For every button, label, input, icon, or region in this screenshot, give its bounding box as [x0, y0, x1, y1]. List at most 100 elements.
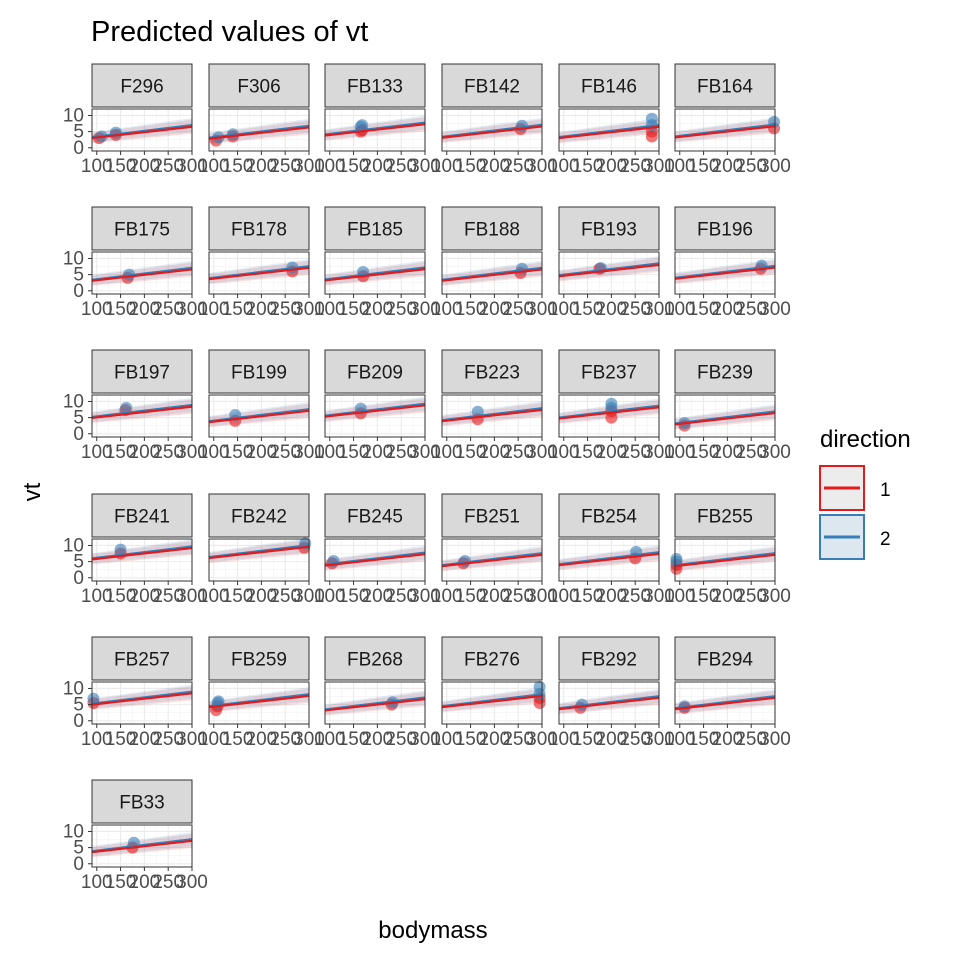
x-tick-label: 150 [572, 729, 604, 750]
series-line-direction-1 [208, 694, 310, 709]
x-tick-label: 250 [385, 156, 417, 177]
x-tick-label: 200 [712, 586, 744, 607]
data-point-direction-2 [120, 401, 133, 414]
series-line-direction-1 [558, 263, 660, 278]
facet-strip-label: FB268 [347, 650, 403, 671]
x-tick-label: 300 [176, 586, 208, 607]
x-tick-label: 250 [735, 299, 767, 320]
facet-strip-label: FB193 [581, 220, 637, 241]
data-point-direction-2 [670, 553, 683, 566]
x-tick-label: 150 [105, 442, 137, 463]
data-point-direction-2 [356, 119, 369, 132]
panel-border [208, 251, 310, 295]
x-tick-label: 200 [596, 586, 628, 607]
panel-border [674, 251, 776, 295]
x-tick-label: 250 [502, 156, 534, 177]
facet-strip-label: FB146 [581, 77, 637, 98]
x-tick-label: 200 [246, 586, 278, 607]
x-tick-label: 150 [572, 299, 604, 320]
x-tick-label: 150 [688, 442, 720, 463]
x-tick-label: 100 [81, 872, 113, 893]
facet-strip [91, 636, 193, 681]
facet-strip [674, 206, 776, 251]
x-tick-label: 250 [152, 299, 184, 320]
facet-strip-label: FB292 [581, 650, 637, 671]
x-tick-label: 300 [643, 299, 675, 320]
series-line-direction-1 [674, 553, 776, 568]
facet-strip-label: FB199 [231, 363, 287, 384]
x-tick-label: 200 [246, 299, 278, 320]
facet-strip [208, 206, 310, 251]
panel-border [441, 108, 543, 152]
series-line-direction-1 [208, 409, 310, 424]
y-tick-label: 0 [73, 854, 84, 875]
x-tick-label: 100 [548, 586, 580, 607]
x-tick-label: 150 [222, 729, 254, 750]
facet-strip-label: FB142 [464, 77, 520, 98]
facet-strip-label: FB259 [231, 650, 287, 671]
series-line-direction-1 [208, 266, 310, 281]
facet-strip-label: FB196 [697, 220, 753, 241]
y-axis-label: vt [19, 482, 46, 501]
series-line-direction-1 [208, 126, 310, 140]
panel-border [208, 681, 310, 725]
facet-strip [558, 206, 660, 251]
series-line-direction-1 [674, 696, 776, 711]
x-tick-label: 150 [338, 729, 370, 750]
facet-strip-label: FB185 [347, 220, 403, 241]
facet-strip-label: FB276 [464, 650, 520, 671]
x-tick-label: 250 [152, 872, 184, 893]
x-tick-label: 300 [293, 156, 325, 177]
x-tick-label: 200 [596, 442, 628, 463]
y-tick-label: 10 [63, 678, 84, 699]
x-tick-label: 250 [735, 442, 767, 463]
facet-strip [324, 636, 426, 681]
x-tick-label: 100 [198, 586, 230, 607]
x-tick-label: 200 [246, 156, 278, 177]
facet-strip-label: FB245 [347, 507, 403, 528]
facet-strip [441, 349, 543, 394]
x-tick-label: 100 [81, 156, 113, 177]
x-tick-label: 100 [81, 729, 113, 750]
series-line-direction-1 [91, 405, 193, 420]
x-tick-label: 150 [105, 586, 137, 607]
facet-strip-label: FB241 [114, 507, 170, 528]
series-line-direction-1 [441, 408, 543, 423]
x-tick-label: 300 [643, 729, 675, 750]
series-line-direction-1 [441, 553, 543, 568]
facet-strip [441, 493, 543, 538]
data-point-direction-2 [645, 112, 658, 125]
x-tick-label: 200 [479, 729, 511, 750]
x-tick-label: 200 [129, 442, 161, 463]
series-line-direction-1 [441, 125, 543, 139]
facet-panels: F2961001502002503000510F3061001502002503… [63, 63, 791, 893]
x-tick-label: 100 [431, 299, 463, 320]
facet-strip [208, 63, 310, 108]
x-tick-label: 300 [409, 729, 441, 750]
x-tick-label: 300 [176, 729, 208, 750]
facet-strip-label: FB239 [697, 363, 753, 384]
facet-strip [674, 636, 776, 681]
panel-border [558, 394, 660, 438]
x-tick-label: 200 [479, 156, 511, 177]
x-tick-label: 200 [129, 586, 161, 607]
x-tick-label: 200 [596, 729, 628, 750]
facet-strip [441, 636, 543, 681]
x-tick-label: 300 [293, 586, 325, 607]
facet-strip-label: FB197 [114, 363, 170, 384]
series-line-direction-1 [558, 125, 660, 140]
facet-strip [558, 63, 660, 108]
x-tick-label: 150 [572, 586, 604, 607]
x-tick-label: 100 [81, 442, 113, 463]
facet-strip [674, 349, 776, 394]
x-tick-label: 300 [526, 156, 558, 177]
x-tick-label: 150 [105, 729, 137, 750]
x-tick-label: 100 [314, 729, 346, 750]
x-tick-label: 150 [222, 299, 254, 320]
x-tick-label: 200 [596, 299, 628, 320]
